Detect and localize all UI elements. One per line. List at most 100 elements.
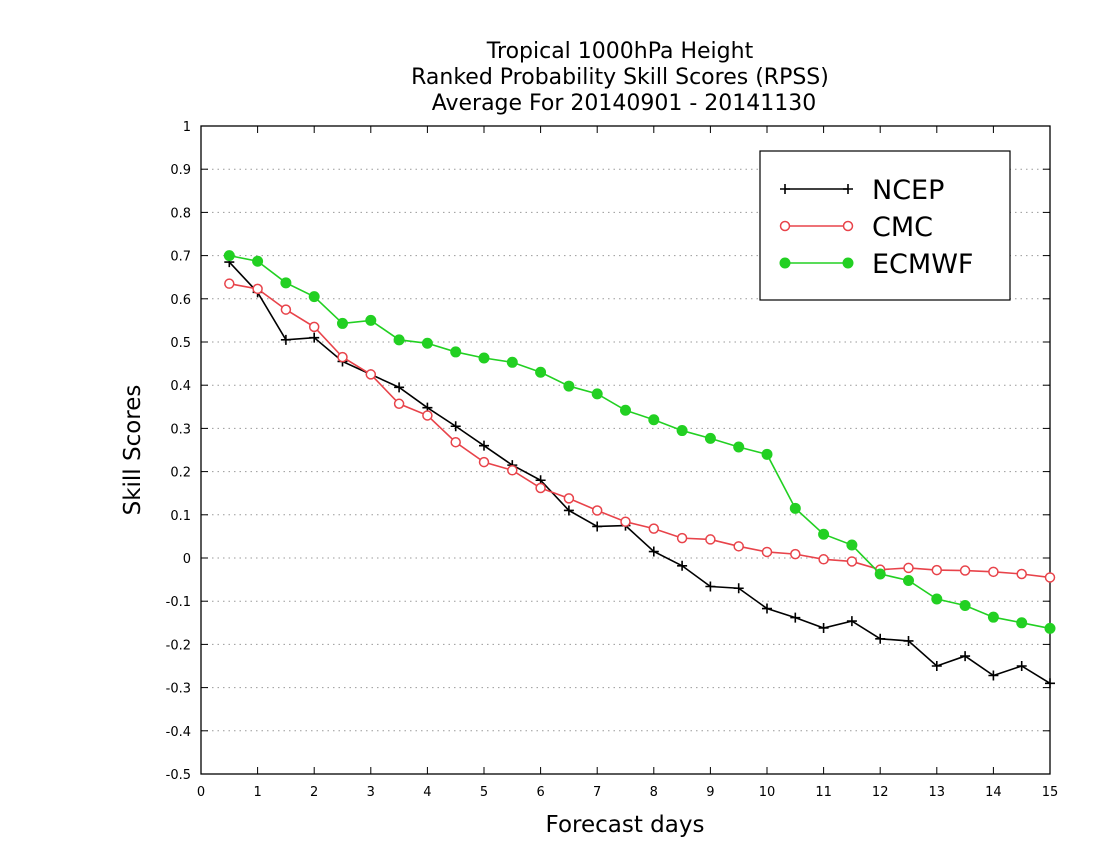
title-line-3: Average For 20140901 - 20141130 (432, 91, 817, 116)
point-ecmwf (874, 568, 886, 580)
x-tick-label: 1 (253, 785, 261, 800)
point-cmc (761, 546, 773, 558)
point-ncep (648, 546, 659, 557)
legend-entry-ecmwf: ECMWF (779, 249, 973, 280)
point-cmc (563, 493, 575, 504)
point-ecmwf (478, 352, 490, 364)
point-ecmwf (591, 388, 603, 400)
y-tick-label: 0.8 (170, 206, 191, 221)
point-ecmwf (620, 404, 631, 416)
point-ncep (790, 612, 801, 623)
point-cmc (252, 283, 263, 295)
series-line-cmc (229, 282, 1051, 579)
legend-label-ecmwf: ECMWF (872, 249, 973, 280)
point-cmc (591, 505, 603, 516)
point-ecmwf (1044, 622, 1056, 634)
point-ncep (280, 334, 291, 345)
legend-marker-ecmwf (779, 257, 791, 269)
point-ncep (1045, 678, 1055, 689)
y-tick-label: 0.3 (170, 422, 191, 437)
point-cmc (365, 369, 377, 380)
point-ecmwf (761, 448, 773, 460)
y-tick-label: 0.7 (170, 250, 191, 265)
x-tick-label: 0 (197, 785, 205, 800)
y-tick-label: 1 (183, 120, 191, 135)
point-ncep (733, 583, 744, 594)
point-ecmwf (903, 574, 914, 586)
point-ncep (875, 633, 886, 644)
point-ncep (309, 332, 320, 343)
point-cmc (648, 523, 660, 534)
point-ecmwf (421, 337, 433, 349)
point-cmc (308, 321, 320, 333)
point-ncep (1016, 661, 1027, 671)
point-ecmwf (987, 611, 999, 623)
point-ecmwf (931, 593, 943, 605)
point-cmc (478, 456, 490, 468)
point-ecmwf (252, 255, 264, 267)
point-ecmwf (676, 425, 688, 437)
x-tick-label: 10 (759, 785, 776, 800)
y-tick-label: -0.5 (166, 768, 191, 783)
point-ncep (479, 440, 489, 451)
x-tick-label: 11 (815, 785, 832, 800)
point-cmc (422, 410, 433, 421)
y-tick-label: -0.3 (166, 682, 191, 697)
y-tick-label: 0.6 (170, 293, 191, 308)
point-cmc (733, 541, 744, 552)
point-ecmwf (846, 539, 858, 551)
point-ecmwf (308, 291, 320, 303)
point-cmc (393, 398, 405, 410)
point-ecmwf (959, 600, 971, 612)
x-tick-label: 9 (706, 785, 714, 800)
legend-label-ncep: NCEP (872, 175, 944, 206)
y-tick-label: -0.4 (166, 725, 191, 740)
point-cmc (224, 278, 235, 289)
point-ncep (903, 635, 914, 646)
point-ncep (818, 622, 829, 633)
point-cmc (280, 304, 292, 315)
point-cmc (846, 556, 858, 567)
x-tick-label: 15 (1042, 785, 1059, 800)
x-tick-label: 6 (536, 785, 544, 800)
point-ncep (705, 581, 716, 592)
plot-area (200, 125, 1051, 775)
y-tick-label: 0.5 (170, 336, 191, 351)
x-axis-label: Forecast days (546, 812, 705, 838)
point-cmc (790, 548, 801, 560)
series-line-ecmwf (229, 254, 1051, 630)
point-cmc (337, 351, 348, 363)
y-tick-label: 0.1 (170, 509, 191, 524)
series-ncep (224, 257, 1055, 689)
point-ecmwf (704, 432, 716, 444)
x-tick-label: 4 (423, 785, 431, 800)
point-cmc (903, 562, 914, 574)
x-tick-label: 8 (650, 785, 658, 800)
y-axis-label: Skill Scores (120, 385, 146, 516)
y-tick-label: 0.2 (170, 466, 191, 481)
point-cmc (705, 534, 716, 545)
point-ecmwf (365, 314, 377, 326)
y-tick-label: 0.9 (170, 163, 191, 178)
y-tick-label: 0 (183, 552, 191, 567)
point-cmc (620, 516, 631, 527)
x-tick-label: 5 (480, 785, 488, 800)
chart-title: Tropical 1000hPa Height Ranked Probabili… (411, 39, 829, 116)
point-ecmwf (450, 346, 462, 358)
point-ecmwf (1016, 617, 1028, 629)
point-cmc (988, 566, 999, 578)
legend-marker-ncep (780, 184, 790, 194)
point-ncep (931, 661, 942, 671)
x-tick-label: 3 (367, 785, 375, 800)
point-ncep (762, 603, 772, 614)
legend-marker-cmc (779, 220, 791, 232)
legend-marker-cmc (842, 220, 854, 232)
point-cmc (1016, 568, 1027, 580)
point-cmc (818, 554, 829, 565)
point-ecmwf (563, 380, 575, 392)
legend-entry-ncep: NCEP (780, 175, 944, 206)
x-tick-label: 7 (593, 785, 601, 800)
legend: NCEP CMC ECMWF (759, 150, 1011, 301)
point-ncep (450, 421, 461, 432)
